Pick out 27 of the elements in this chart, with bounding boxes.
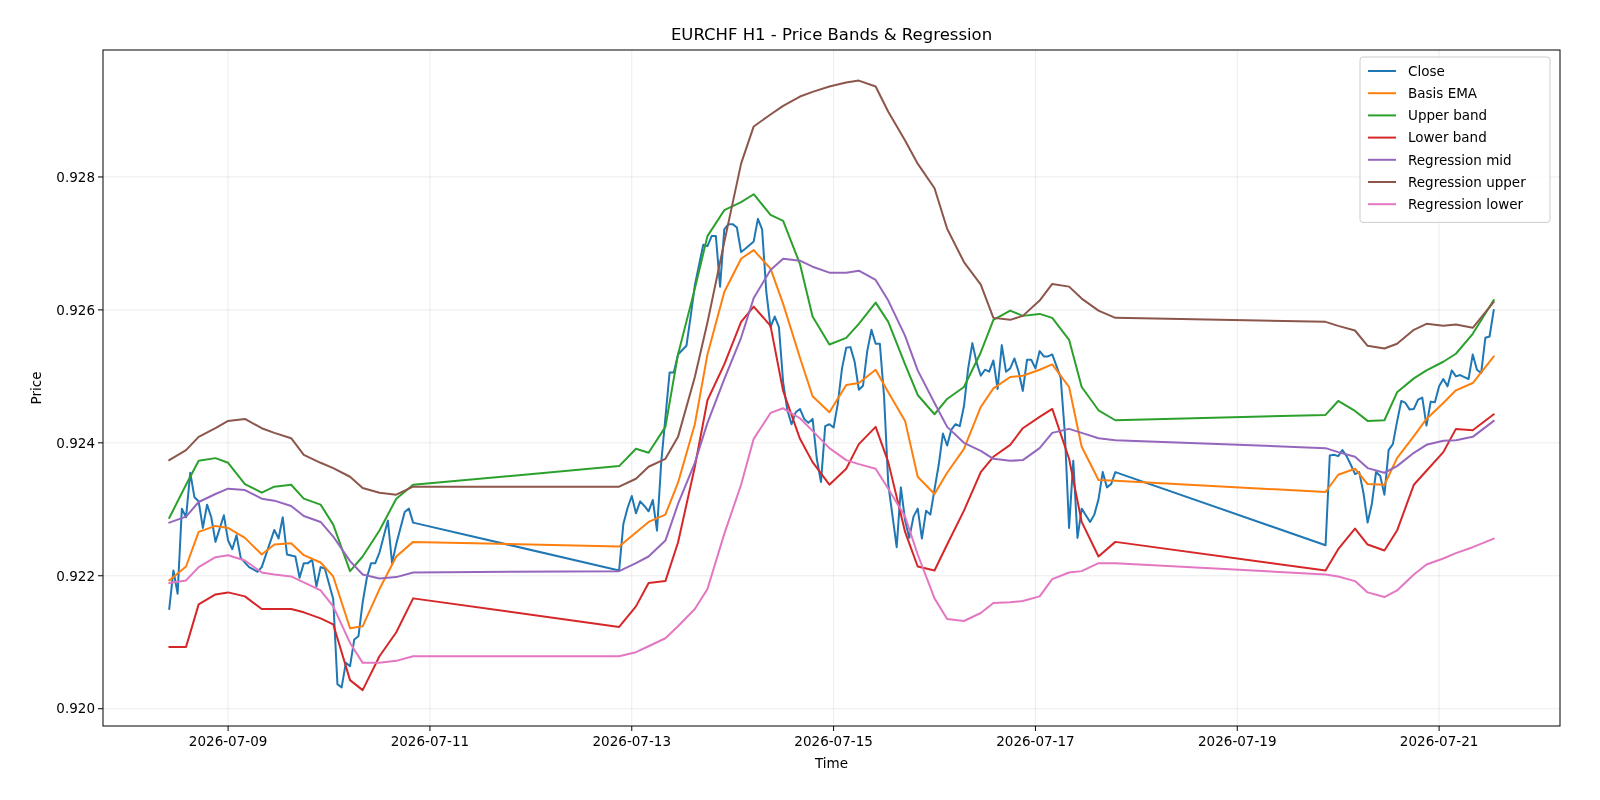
- y-tick-label: 0.926: [56, 301, 95, 318]
- legend-label: Basis EMA: [1408, 84, 1478, 101]
- line-series: [168, 217, 1495, 689]
- x-tick-label: 2026-07-09: [188, 733, 268, 749]
- x-tick-label: 2026-07-15: [794, 733, 873, 749]
- x-tick-label: 2026-07-19: [1198, 733, 1277, 749]
- y-axis-title: Price: [28, 371, 44, 405]
- y-tick-label: 0.922: [56, 567, 95, 584]
- y-tick-label: 0.924: [56, 434, 95, 451]
- legend-label: Regression upper: [1408, 173, 1527, 190]
- y-tick-label: 0.920: [56, 700, 95, 717]
- x-tick-label: 2026-07-13: [592, 733, 671, 749]
- x-axis-title: Time: [813, 755, 849, 771]
- legend-label: Upper band: [1408, 107, 1488, 124]
- legend-label: Regression lower: [1408, 195, 1524, 212]
- line-series: [168, 305, 1495, 692]
- line-series: [168, 407, 1495, 664]
- legend-label: Close: [1408, 62, 1445, 79]
- line-series: [168, 257, 1495, 580]
- x-tick-label: 2026-07-17: [996, 733, 1075, 749]
- legend-label: Regression mid: [1408, 151, 1512, 168]
- x-tick-label: 2026-07-11: [390, 733, 470, 749]
- line-series: [168, 249, 1495, 630]
- y-tick-label: 0.928: [56, 168, 95, 185]
- legend-label: Lower band: [1408, 129, 1487, 146]
- chart-title: EURCHF H1 - Price Bands & Regression: [670, 25, 993, 44]
- x-tick-label: 2026-07-21: [1399, 733, 1479, 749]
